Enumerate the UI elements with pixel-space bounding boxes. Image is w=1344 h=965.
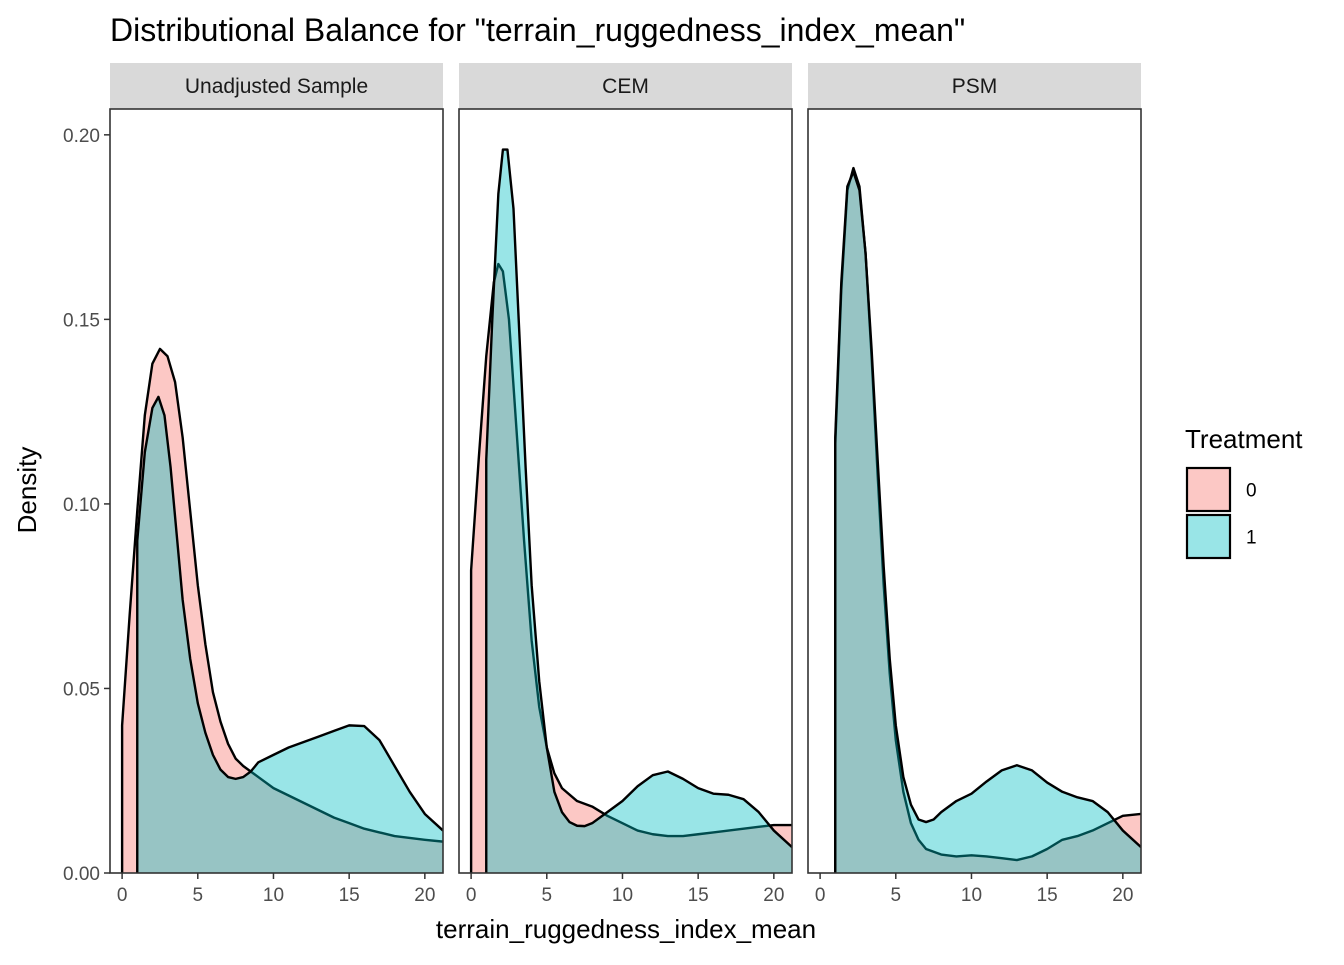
x-tick-label: 0 bbox=[466, 885, 477, 906]
density-area-treatment-1 bbox=[835, 171, 1141, 873]
density-area-treatment-1 bbox=[486, 149, 792, 873]
facet-panel: Unadjusted Sample 0 5 10 15 20 bbox=[109, 63, 444, 906]
y-tick-label: 0.00 bbox=[63, 864, 100, 885]
x-tick-label: 5 bbox=[891, 885, 902, 906]
legend-key-background bbox=[1186, 467, 1231, 512]
x-tick-label: 10 bbox=[263, 885, 284, 906]
density-line-treatment-1 bbox=[485, 148, 792, 873]
density-line-treatment-1 bbox=[136, 395, 443, 873]
x-tick-label: 0 bbox=[117, 885, 128, 906]
density-line-treatment-0 bbox=[120, 347, 443, 873]
x-tick-label: 5 bbox=[193, 885, 204, 906]
y-tick-label: 0.10 bbox=[63, 495, 100, 516]
y-axis-title: Density bbox=[12, 447, 42, 534]
x-tick-label: 15 bbox=[339, 885, 360, 906]
x-tick-label: 0 bbox=[815, 885, 826, 906]
density-area-treatment-0 bbox=[835, 168, 1141, 873]
facet-strip bbox=[110, 63, 443, 109]
facet-strip-label: PSM bbox=[952, 75, 998, 98]
y-axis: 0.00 0.05 0.10 0.15 0.20 bbox=[63, 126, 110, 885]
legend-key-background bbox=[1186, 514, 1231, 559]
x-tick-label: 10 bbox=[612, 885, 633, 906]
panel-border bbox=[109, 108, 444, 874]
facet-strip bbox=[459, 63, 792, 109]
facet-strip bbox=[808, 63, 1141, 109]
density-areas bbox=[120, 347, 443, 873]
legend-key-treatment-0 bbox=[1185, 466, 1232, 513]
x-tick-label: 20 bbox=[763, 885, 784, 906]
density-area-treatment-0 bbox=[122, 348, 443, 873]
facet-strip-label: Unadjusted Sample bbox=[185, 75, 368, 98]
legend-title: Treatment bbox=[1185, 424, 1303, 454]
panel-border bbox=[807, 108, 1142, 874]
panel-border bbox=[458, 108, 793, 874]
x-tick-label: 10 bbox=[961, 885, 982, 906]
chart-title: Distributional Balance for "terrain_rugg… bbox=[110, 12, 965, 48]
y-tick-label: 0.15 bbox=[63, 310, 100, 331]
legend: Treatment 0 1 bbox=[1185, 424, 1303, 560]
density-line-treatment-1 bbox=[834, 170, 1141, 873]
density-areas bbox=[834, 166, 1141, 873]
x-tick-label: 20 bbox=[1112, 885, 1133, 906]
facet-strip-label: CEM bbox=[602, 75, 649, 98]
facet-panel: CEM 0 5 10 15 20 bbox=[458, 63, 793, 906]
facet-panel: PSM 0 5 10 15 20 bbox=[807, 63, 1142, 906]
density-line-treatment-0 bbox=[469, 262, 792, 873]
x-tick-label: 15 bbox=[1037, 885, 1058, 906]
density-areas bbox=[469, 148, 792, 873]
x-tick-label: 15 bbox=[688, 885, 709, 906]
density-area-treatment-1 bbox=[137, 396, 443, 873]
density-area-treatment-0 bbox=[471, 264, 792, 873]
y-tick-label: 0.20 bbox=[63, 126, 100, 147]
y-tick-label: 0.05 bbox=[63, 679, 100, 700]
legend-label-treatment-0: 0 bbox=[1246, 481, 1257, 502]
x-tick-label: 20 bbox=[414, 885, 435, 906]
x-tick-label: 5 bbox=[542, 885, 553, 906]
plot-background bbox=[110, 109, 443, 873]
x-axis-title: terrain_ruggedness_index_mean bbox=[436, 914, 816, 944]
panels-layer: Unadjusted Sample 0 5 10 15 20 CEM 0 5 10 15 20 PSM 0… bbox=[109, 63, 1142, 906]
legend-key-treatment-1 bbox=[1185, 513, 1232, 560]
legend-label-treatment-1: 1 bbox=[1246, 528, 1257, 549]
